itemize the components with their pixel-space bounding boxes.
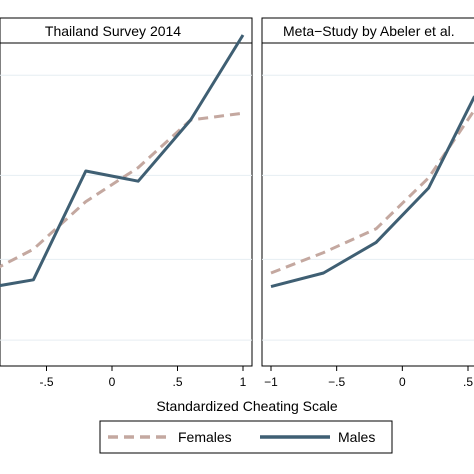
panel-title-box [0,17,253,44]
legend: Females Males [99,420,393,454]
x-tick-label: 0 [109,375,116,389]
x-axis: −1 −.5 0 .5 [264,366,473,389]
gridlines [262,74,474,341]
legend-label-females: Females [178,429,232,445]
x-tick-label: −1 [264,375,278,389]
panel-title: Meta−Study by Abeler et al. [283,23,455,39]
series-lines [0,34,245,288]
x-axis-label: Standardized Cheating Scale [156,398,338,414]
series-line-males [0,34,245,288]
x-tick-label: .5 [172,375,182,389]
panel-title-box [261,17,474,44]
x-tick-label: .5 [463,375,473,389]
x-tick-label: −.5 [328,375,345,389]
plot-area [261,42,474,367]
series-line-females [0,111,244,269]
series-line-males [270,95,474,289]
panel-title: Thailand Survey 2014 [45,23,181,39]
panel-meta-study: Meta−Study by Abeler et al. −1 −.5 0 .5 [261,17,474,389]
x-tick-label: 1 [240,375,247,389]
x-tick-label: 0 [399,375,406,389]
legend-label-males: Males [338,429,375,445]
plot-area [0,42,253,367]
series-lines [270,95,474,289]
x-axis: -.5 0 .5 1 [39,366,247,389]
x-tick-label: -.5 [39,375,53,389]
panel-thailand: Thailand Survey 2014 -.5 0 .5 1 [0,17,253,389]
